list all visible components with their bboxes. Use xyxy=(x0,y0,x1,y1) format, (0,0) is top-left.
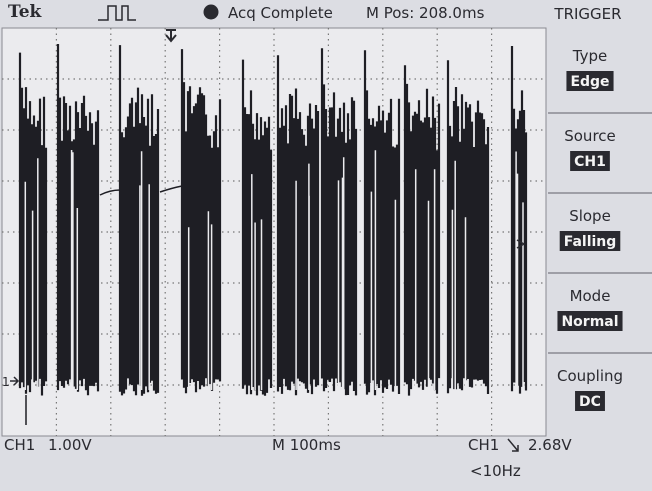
channel: CH1 xyxy=(4,436,35,454)
position: M Pos: 208.0ms xyxy=(366,4,485,22)
trigger-level: 2.68V xyxy=(528,436,572,454)
menu-label: Source xyxy=(564,127,616,145)
trigger-level-marker xyxy=(516,239,526,249)
menu-value-box xyxy=(559,231,621,251)
menu-value: Falling xyxy=(564,234,617,250)
brand: Tek xyxy=(8,2,43,22)
trigger-menu: Type Edge Source CH1 Slope Falling Mode Normal C… xyxy=(548,47,652,411)
menu-value-box xyxy=(570,151,610,171)
trigger-frequency: <10Hz xyxy=(470,462,521,480)
menu-value: CH1 xyxy=(574,154,606,170)
volts-per-div: 1.00V xyxy=(48,436,92,454)
waveform xyxy=(18,44,528,425)
menu-value-box xyxy=(575,391,605,411)
menu-title: TRIGGER xyxy=(553,5,621,23)
menu-value: Edge xyxy=(570,74,609,90)
slope-icon xyxy=(507,438,519,452)
menu-label: Coupling xyxy=(557,367,623,385)
trigger-source: CH1 xyxy=(468,436,499,454)
menu-value-box xyxy=(566,71,614,91)
trigger-position-marker xyxy=(165,29,177,43)
baseline xyxy=(25,185,183,425)
menu-label: Type xyxy=(572,47,607,65)
menu-label: Slope xyxy=(569,207,611,225)
channel-arrow xyxy=(10,376,20,386)
menu-value: Normal xyxy=(561,314,618,330)
menu-label: Mode xyxy=(570,287,611,305)
menu-value: DC xyxy=(579,394,601,410)
waveform-gaps xyxy=(24,150,524,390)
timebase: M 100ms xyxy=(272,436,341,454)
channel-marker: 1 xyxy=(2,375,10,389)
menu-value-box xyxy=(557,311,623,331)
acq-icon xyxy=(98,5,136,21)
status-dot xyxy=(203,4,219,20)
acq-status: Acq Complete xyxy=(228,4,333,22)
